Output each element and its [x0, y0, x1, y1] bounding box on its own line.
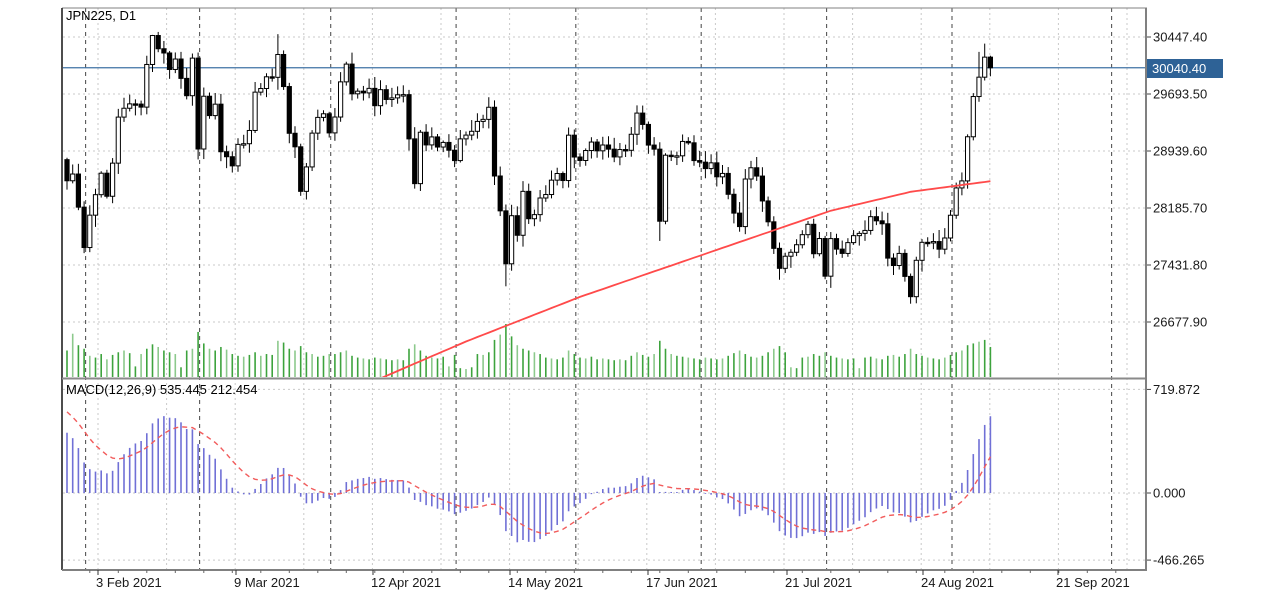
- macd-axis-label: 719.872: [1153, 382, 1200, 397]
- symbol-period-label: JPN225, D1: [66, 8, 137, 23]
- macd-signal-line: [66, 411, 992, 535]
- price-axis-label: 30447.40: [1153, 30, 1207, 45]
- ma200-line: [381, 180, 991, 377]
- date-axis-label: 21 Sep 2021: [1056, 575, 1130, 590]
- macd-histogram: [66, 416, 992, 543]
- candlesticks: [64, 31, 993, 304]
- macd-axis-label: 0.000: [1153, 486, 1186, 501]
- price-axis-label: 28185.70: [1153, 201, 1207, 216]
- price-axis-label: 29693.50: [1153, 87, 1207, 102]
- macd-indicator-label: MACD(12,26,9) 535.445 212.454: [66, 382, 258, 397]
- volume-bars: [66, 324, 992, 377]
- date-axis-label: 21 Jul 2021: [785, 575, 852, 590]
- price-axis-label: 26677.90: [1153, 315, 1207, 330]
- date-axis-label: 17 Jun 2021: [646, 575, 718, 590]
- macd-axis-label: -466.265: [1153, 553, 1204, 568]
- date-axis-label: 9 Mar 2021: [234, 575, 300, 590]
- current-price-tag: 30040.40: [1147, 59, 1223, 78]
- date-axis-label: 12 Apr 2021: [371, 575, 441, 590]
- price-axis-label: 27431.80: [1153, 258, 1207, 273]
- date-axis-label: 3 Feb 2021: [96, 575, 162, 590]
- date-axis-label: 24 Aug 2021: [921, 575, 994, 590]
- date-axis-label: 14 May 2021: [508, 575, 583, 590]
- price-axis-label: 28939.60: [1153, 144, 1207, 159]
